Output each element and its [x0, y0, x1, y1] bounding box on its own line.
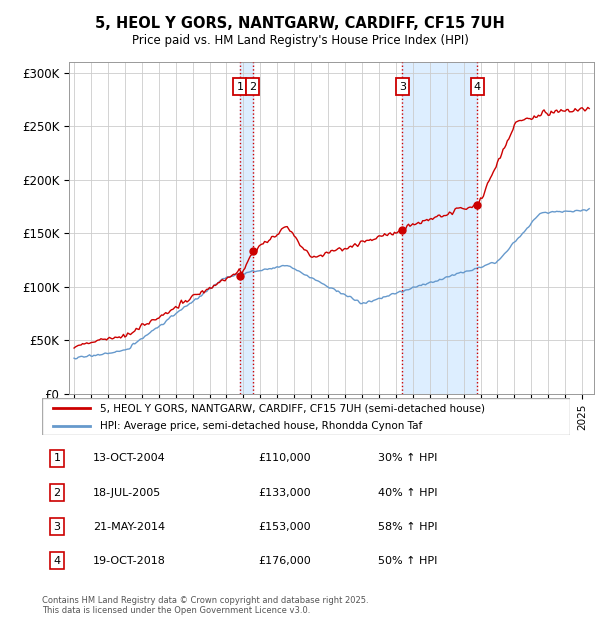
Text: 50% ↑ HPI: 50% ↑ HPI [378, 556, 437, 566]
Text: £110,000: £110,000 [258, 453, 311, 464]
Text: 21-MAY-2014: 21-MAY-2014 [93, 521, 165, 532]
Text: Contains HM Land Registry data © Crown copyright and database right 2025.
This d: Contains HM Land Registry data © Crown c… [42, 596, 368, 615]
Text: HPI: Average price, semi-detached house, Rhondda Cynon Taf: HPI: Average price, semi-detached house,… [100, 421, 422, 431]
Text: 1: 1 [236, 82, 244, 92]
Text: 40% ↑ HPI: 40% ↑ HPI [378, 487, 437, 498]
Bar [403, 62, 478, 394]
Text: 18-JUL-2005: 18-JUL-2005 [93, 487, 161, 498]
Text: 1: 1 [53, 453, 61, 464]
Bar [240, 62, 253, 394]
Text: Price paid vs. HM Land Registry's House Price Index (HPI): Price paid vs. HM Land Registry's House … [131, 35, 469, 47]
Text: 2: 2 [249, 82, 256, 92]
Text: 3: 3 [53, 521, 61, 532]
Text: £153,000: £153,000 [258, 521, 311, 532]
Text: 4: 4 [474, 82, 481, 92]
Text: 5, HEOL Y GORS, NANTGARW, CARDIFF, CF15 7UH (semi-detached house): 5, HEOL Y GORS, NANTGARW, CARDIFF, CF15 … [100, 404, 485, 414]
Text: 5, HEOL Y GORS, NANTGARW, CARDIFF, CF15 7UH: 5, HEOL Y GORS, NANTGARW, CARDIFF, CF15 … [95, 16, 505, 31]
Text: £133,000: £133,000 [258, 487, 311, 498]
FancyBboxPatch shape [42, 398, 570, 435]
Text: £176,000: £176,000 [258, 556, 311, 566]
Text: 13-OCT-2004: 13-OCT-2004 [93, 453, 166, 464]
Text: 58% ↑ HPI: 58% ↑ HPI [378, 521, 437, 532]
Text: 4: 4 [53, 556, 61, 566]
Text: 3: 3 [399, 82, 406, 92]
Text: 19-OCT-2018: 19-OCT-2018 [93, 556, 166, 566]
Text: 30% ↑ HPI: 30% ↑ HPI [378, 453, 437, 464]
Text: 2: 2 [53, 487, 61, 498]
